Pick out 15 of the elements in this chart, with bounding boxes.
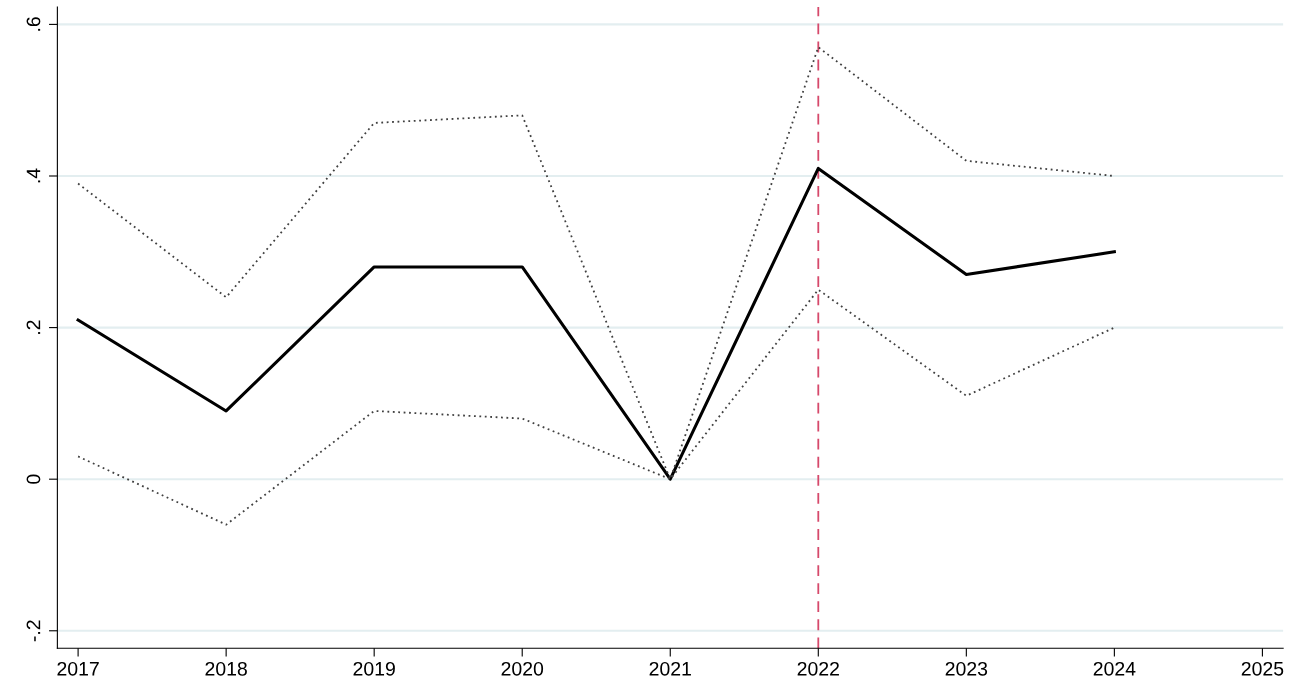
x-tick-label: 2019 bbox=[353, 661, 395, 676]
x-tick-label: 2017 bbox=[57, 661, 99, 676]
x-tick-label: 2025 bbox=[1241, 661, 1284, 676]
x-tick-label: 2021 bbox=[649, 661, 691, 676]
x-tick-label: 2023 bbox=[945, 661, 988, 676]
x-tick-label: 2022 bbox=[797, 661, 839, 676]
x-tick-label: 2020 bbox=[501, 661, 544, 676]
y-tick-label: .4 bbox=[26, 168, 41, 183]
line-series bbox=[76, 166, 1116, 481]
y-tick-label: .2 bbox=[26, 320, 41, 334]
x-tick-label: 2024 bbox=[1093, 661, 1136, 676]
y-tick-label: .6 bbox=[26, 17, 41, 31]
x-tick-label: 2018 bbox=[205, 661, 247, 676]
y-tick-label: -.2 bbox=[26, 620, 41, 642]
y-tick-label: 0 bbox=[26, 474, 41, 484]
